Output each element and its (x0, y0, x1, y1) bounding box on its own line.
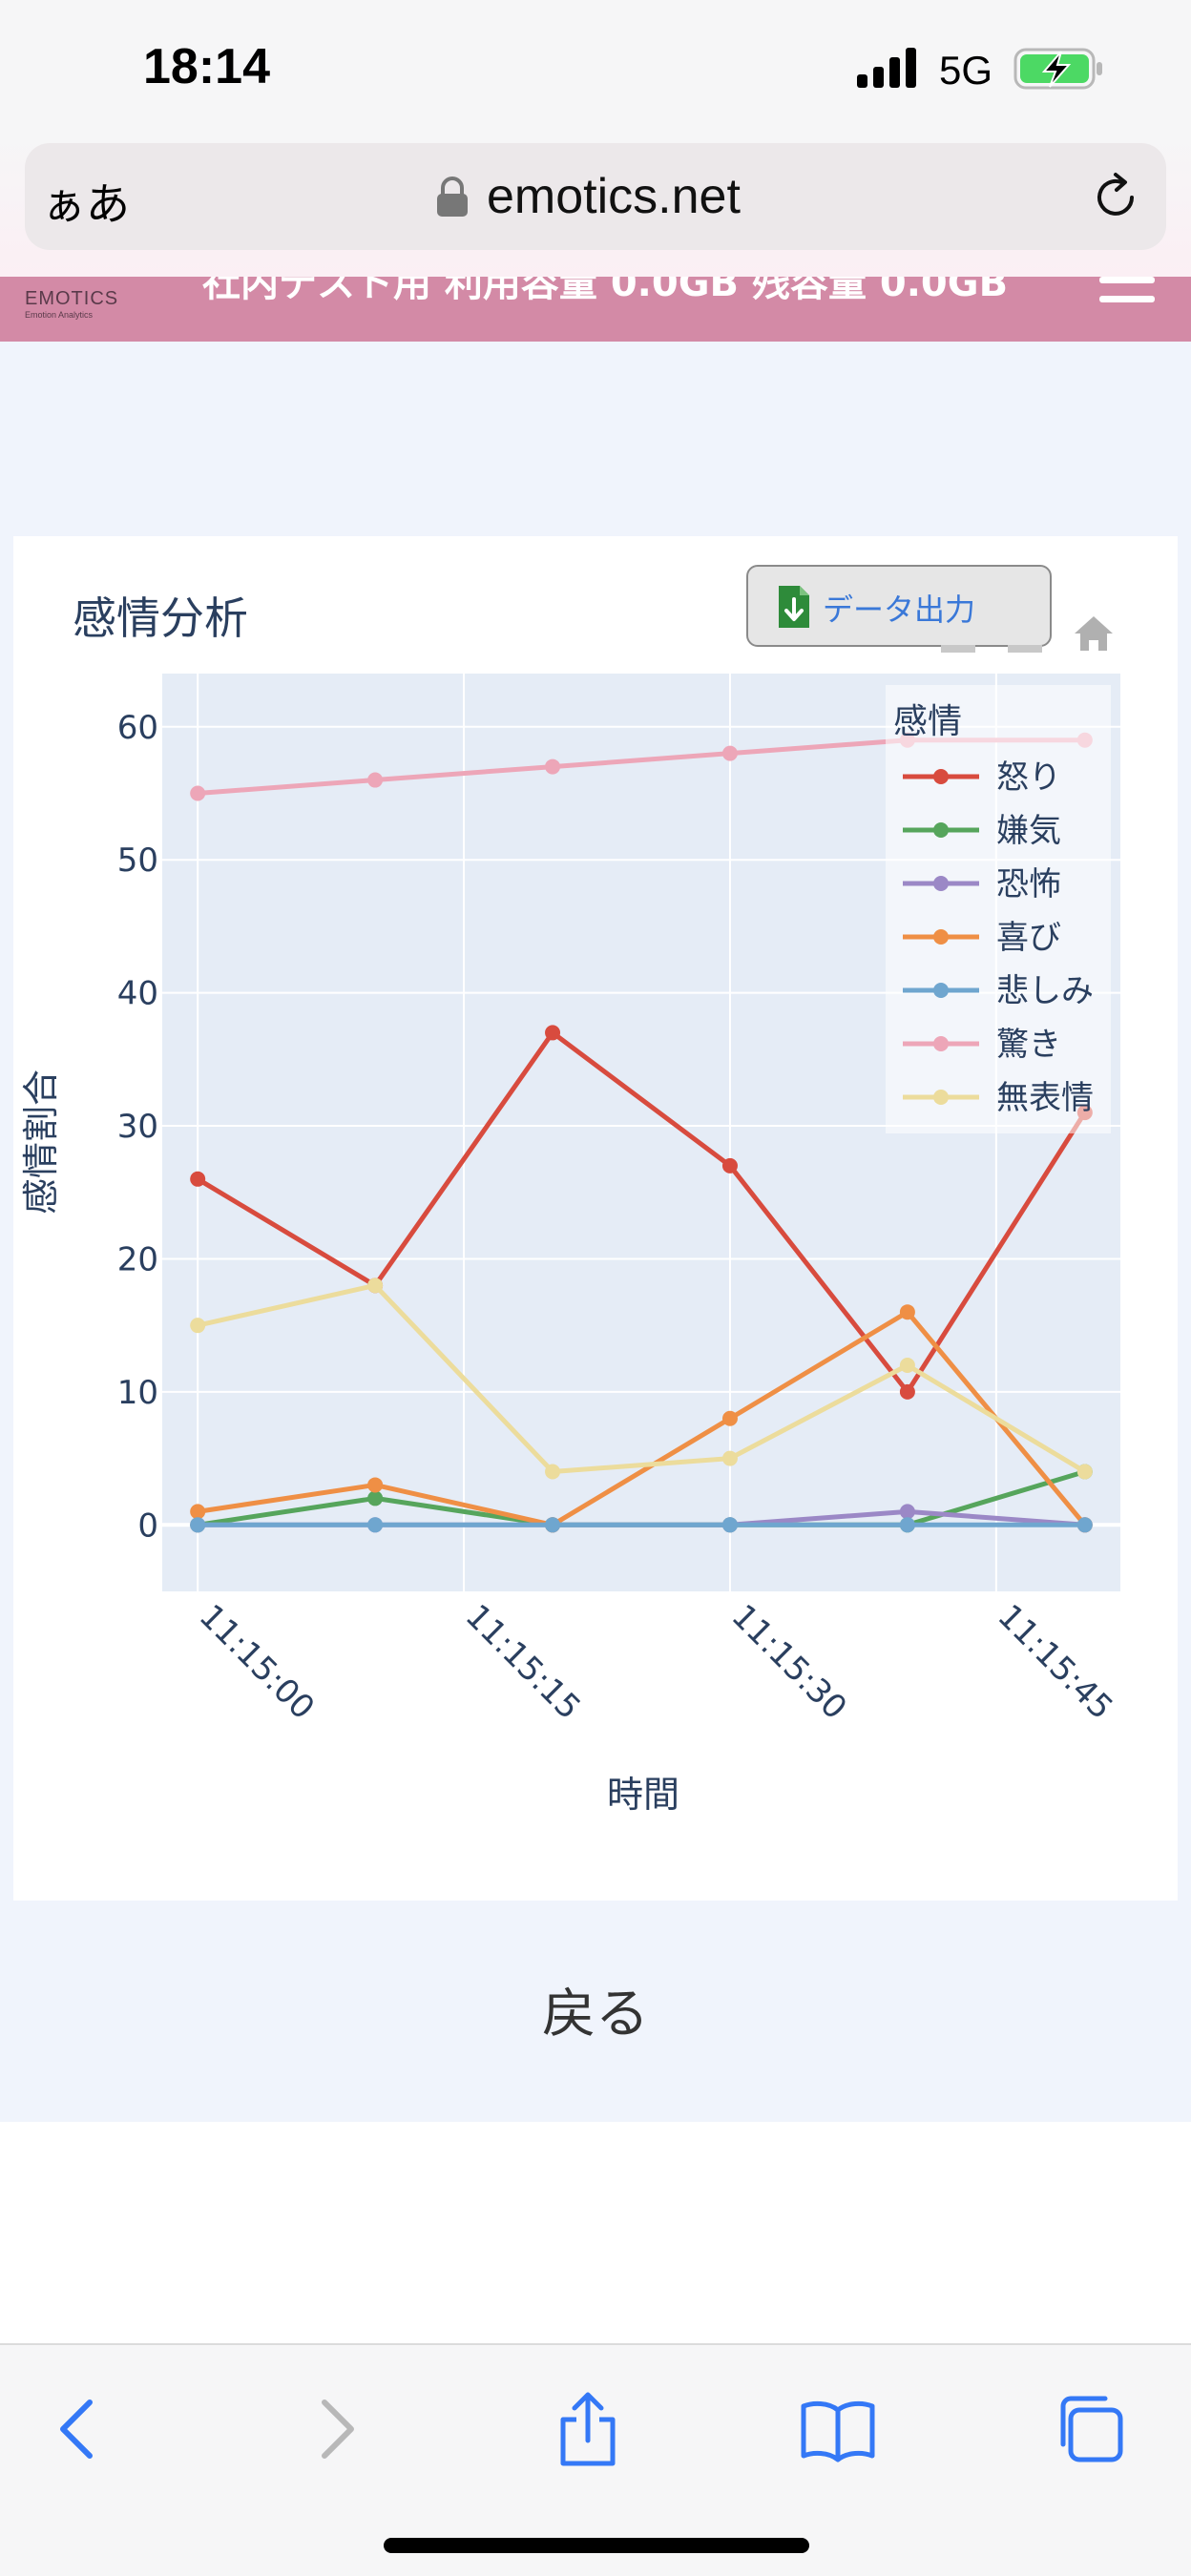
data-point (545, 1464, 561, 1480)
x-tick-label: 11:15:45 (990, 1597, 1119, 1727)
reset-axes-home-icon[interactable] (1073, 614, 1115, 653)
home-indicator (384, 2538, 809, 2553)
data-point (190, 1504, 206, 1520)
tabs-icon[interactable] (1052, 2391, 1128, 2467)
data-point (721, 1517, 738, 1533)
x-tick-label: 11:15:00 (192, 1597, 322, 1727)
data-point (545, 758, 561, 775)
x-axis-label: 時間 (607, 1774, 679, 1816)
storage-info: 社内テスト用 利用容量 0.0GB 残容量 0.0GB (202, 277, 1009, 305)
data-point (190, 1318, 206, 1334)
legend-label: 悲しみ (996, 972, 1094, 1010)
legend-marker (933, 1090, 949, 1105)
chart-title: 感情分析 (73, 592, 248, 644)
data-point (1076, 1464, 1093, 1480)
data-point (721, 745, 738, 761)
address-bar[interactable]: ぁあ emotics.net (25, 143, 1166, 250)
network-type: 5G (939, 48, 993, 93)
data-point (367, 1477, 384, 1493)
y-tick-label: 40 (117, 975, 158, 1013)
data-point (721, 1157, 738, 1174)
address-bar-area: ぁあ emotics.net (0, 134, 1191, 277)
legend-label: 驚き (996, 1026, 1061, 1064)
y-tick-label: 0 (137, 1506, 158, 1545)
legend-box (886, 685, 1111, 1133)
emotion-chart: 11:15:00 11:15:15 11:15:30 11:15:45 0 10 20 30 4… (20, 674, 1120, 1816)
data-point (190, 785, 206, 801)
download-file-icon (779, 586, 809, 628)
series-line (197, 1309, 1087, 1527)
back-link[interactable]: 戻る (542, 1984, 649, 2046)
legend-label: 怒り (996, 758, 1061, 797)
y-tick-label: 10 (117, 1374, 158, 1412)
logo-subtitle: Emotion Analytics (25, 310, 94, 320)
share-icon[interactable] (550, 2391, 626, 2467)
data-point (190, 1517, 206, 1533)
legend-label: 嫌気 (996, 812, 1061, 850)
data-point (190, 1171, 206, 1187)
url-text[interactable]: emotics.net (487, 169, 741, 224)
modebar-button[interactable] (1008, 645, 1042, 653)
data-point (721, 1410, 738, 1426)
cellular-signal-icon (857, 48, 918, 88)
logo-text: EMOTICS (25, 288, 119, 309)
legend-title: 感情 (893, 702, 962, 741)
bookmarks-icon[interactable] (800, 2391, 876, 2467)
y-tick-label: 30 (117, 1108, 158, 1146)
legend-marker (933, 1036, 949, 1051)
battery-charging-icon (1013, 48, 1102, 90)
data-point (899, 1504, 915, 1520)
data-point (545, 1517, 561, 1533)
export-button-label: データ出力 (823, 592, 976, 628)
site-header: EMOTICS Emotion Analytics 社内テスト用 利用容量 0.… (0, 277, 1191, 342)
y-tick-label: 20 (117, 1240, 158, 1278)
modebar-button[interactable] (941, 645, 975, 653)
y-tick-label: 50 (117, 841, 158, 880)
legend-marker (933, 876, 949, 891)
data-point (899, 1304, 915, 1320)
export-data-button[interactable]: データ出力 (746, 565, 1052, 647)
status-bar: 18:14 5G (0, 0, 1191, 134)
data-point (899, 1383, 915, 1400)
data-point (899, 1357, 915, 1373)
hamburger-menu-icon[interactable] (1099, 277, 1155, 315)
data-point (367, 1490, 384, 1506)
legend-label: 喜び (996, 919, 1061, 957)
legend-marker (933, 983, 949, 998)
x-tick-label: 11:15:15 (458, 1597, 588, 1727)
data-point (367, 1278, 384, 1294)
page-settings-button[interactable]: ぁあ (42, 178, 130, 230)
series-line (197, 1282, 1087, 1475)
legend-label: 無表情 (996, 1079, 1094, 1117)
legend-marker (933, 822, 949, 838)
data-point (545, 1025, 561, 1041)
data-point (721, 1450, 738, 1466)
site-logo[interactable]: EMOTICS Emotion Analytics (25, 288, 130, 320)
y-axis-label: 感情割合 (20, 1070, 62, 1215)
y-tick-label: 60 (117, 709, 158, 747)
x-tick-label: 11:15:30 (724, 1597, 854, 1727)
legend-marker (933, 769, 949, 784)
reload-icon[interactable] (1090, 172, 1141, 223)
forward-chevron-icon[interactable] (298, 2391, 374, 2467)
legend-marker (933, 929, 949, 945)
browser-toolbar (0, 2343, 1191, 2576)
data-point (367, 1517, 384, 1533)
data-point (1076, 1517, 1093, 1533)
data-point (367, 772, 384, 788)
lock-icon (437, 177, 468, 217)
status-time: 18:14 (143, 39, 270, 94)
legend-label: 恐怖 (996, 865, 1061, 904)
data-point (899, 1517, 915, 1533)
back-chevron-icon[interactable] (40, 2391, 116, 2467)
